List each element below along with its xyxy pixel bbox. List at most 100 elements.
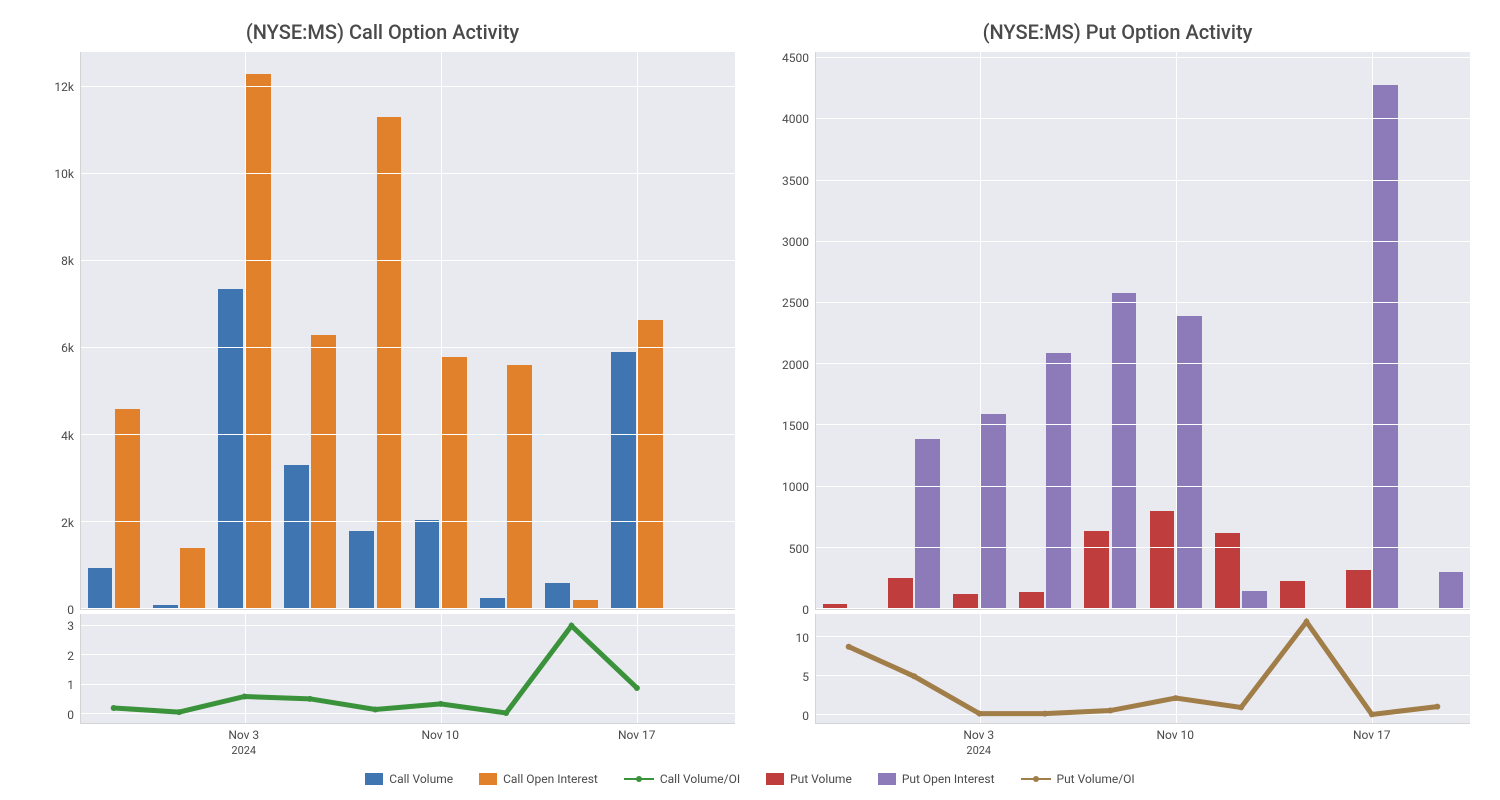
call-panel: (NYSE:MS) Call Option Activity 0 2k 4k 6k 8k… [30,20,735,764]
x-year-label: 2024 [231,744,256,757]
y-tick-label: 4k [61,429,74,443]
legend-label: Call Volume/OI [660,772,740,786]
y-tick-label: 10k [54,167,74,181]
legend-label: Call Open Interest [503,772,598,786]
call_volume-bar [611,352,636,609]
call-ratio-y-axis: 0 1 2 3 [30,614,80,724]
call-x-axis: Nov 3 Nov 10 Nov 17 2024 [30,724,735,764]
call_oi-bar [311,335,336,609]
y-tick-label: 4500 [782,51,809,65]
legend-line-swatch [1021,773,1051,785]
y-tick-label: 3000 [782,235,809,249]
legend-item: Call Volume/OI [624,772,740,786]
call_oi-bar [442,357,467,609]
y-tick-label: 5 [802,670,809,684]
legend-label: Call Volume [389,772,453,786]
call_volume-bar [545,583,570,609]
call-ratio-plot [80,614,735,724]
put_oi-bar [1177,316,1202,609]
y-tick-label: 6k [61,341,74,355]
legend: Call Volume Call Open Interest Call Volume… [0,764,1500,800]
put_volume-bar [953,594,978,609]
put-panel-title: (NYSE:MS) Put Option Activity [765,20,1470,44]
legend-item: Put Volume [766,772,852,786]
y-tick-label: 500 [789,542,809,556]
put_oi-bar [1439,572,1464,609]
y-tick-label: 2k [61,516,74,530]
x-tick-label: Nov 3 [963,728,994,742]
put-x-ticks: Nov 3Nov 10Nov 172024 [815,724,1470,764]
y-tick-label: 0 [67,708,74,722]
x-tick-label: Nov 17 [618,728,656,742]
legend-item: Put Volume/OI [1021,772,1135,786]
call_oi-bar [507,365,532,609]
call_oi-bar [377,117,402,609]
put_oi-bar [1242,591,1267,609]
put_volume-bar [1215,533,1240,609]
x-tick-label: Nov 10 [1156,728,1194,742]
call-ratio-chart: 0 1 2 3 [30,614,735,724]
call_volume-bar [415,520,440,609]
y-tick-label: 12k [54,80,74,94]
y-tick-label: 8k [61,254,74,268]
panels-row: (NYSE:MS) Call Option Activity 0 2k 4k 6k 8k… [0,0,1500,764]
put_oi-bar [1373,85,1398,609]
put_volume-bar [1084,531,1109,609]
y-tick-label: 2 [67,649,74,663]
put_volume-bar [1280,581,1305,609]
legend-item: Call Open Interest [479,772,598,786]
call_oi-bar [115,409,140,609]
legend-line-swatch [624,773,654,785]
x-tick-label: Nov 17 [1353,728,1391,742]
y-tick-label: 3 [67,619,74,633]
legend-label: Put Open Interest [902,772,995,786]
call-bar-chart: 02k4k6k8k10k12k [30,52,735,610]
call-panel-title: (NYSE:MS) Call Option Activity [30,20,735,44]
put_volume-bar [1346,570,1371,609]
y-tick-label: 4000 [782,112,809,126]
legend-label: Put Volume [790,772,852,786]
y-tick-label: 2000 [782,358,809,372]
y-tick-label: 2500 [782,296,809,310]
legend-item: Put Open Interest [878,772,995,786]
put-panel: (NYSE:MS) Put Option Activity 0 500 1000 15… [765,20,1470,764]
call_volume-bar [284,465,309,609]
call_volume-bar [349,531,374,609]
call_volume-bar [218,289,243,609]
put_volume-bar [888,578,913,609]
call-y-axis: 02k4k6k8k10k12k [30,52,80,610]
put-bar-chart: 050010001500200025003000350040004500 [765,52,1470,610]
x-tick-label: Nov 3 [228,728,259,742]
put-ratio-plot [815,614,1470,724]
put-ratio-chart: 0 5 10 [765,614,1470,724]
y-tick-label: 1000 [782,480,809,494]
legend-swatch [365,773,383,785]
put_oi-bar [1046,353,1071,609]
put_oi-bar [1112,293,1137,609]
y-tick-label: 0 [802,709,809,723]
call-bar-plot [80,52,735,610]
put-y-axis: 050010001500200025003000350040004500 [765,52,815,610]
call-x-ticks: Nov 3 Nov 10 Nov 17 2024 [80,724,735,764]
put_volume-bar [1150,511,1175,609]
legend-swatch [878,773,896,785]
call_ratio-markers [81,614,735,723]
legend-swatch [766,773,784,785]
legend-label: Put Volume/OI [1057,772,1135,786]
call_oi-bar [638,320,663,609]
put_oi-bar [915,439,940,609]
call_oi-bar [246,74,271,609]
call_volume-bar [88,568,113,609]
legend-swatch [479,773,497,785]
dashboard: (NYSE:MS) Call Option Activity 0 2k 4k 6k 8k… [0,0,1500,800]
legend-item: Call Volume [365,772,453,786]
y-tick-label: 1500 [782,419,809,433]
put_oi-bar [981,414,1006,609]
put-bar-plot [815,52,1470,610]
put-ratio-y-axis: 0 5 10 [765,614,815,724]
y-tick-label: 10 [796,631,810,645]
x-tick-label: Nov 10 [421,728,459,742]
call_oi-bar [180,548,205,609]
y-tick-label: 1 [67,678,74,692]
put_ratio-markers [816,614,1470,723]
